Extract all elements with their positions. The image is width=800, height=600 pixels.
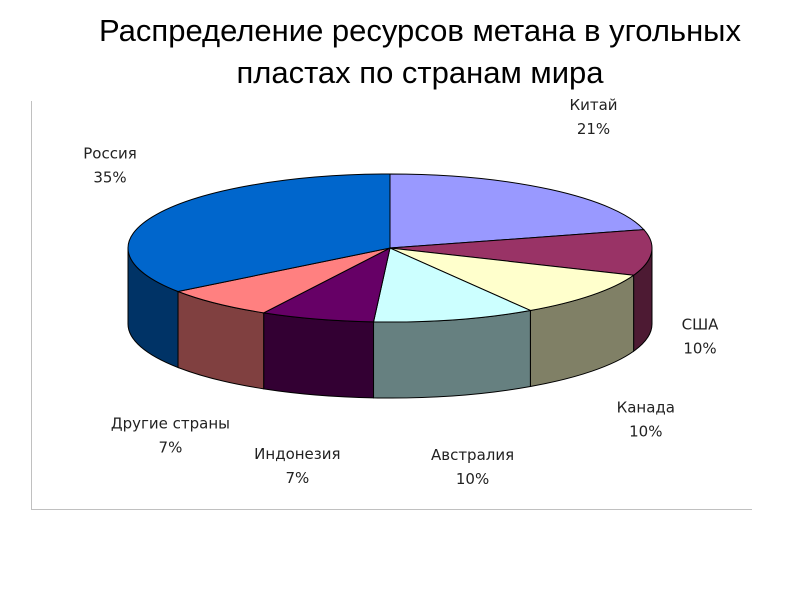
- pie-sides: [127, 247, 653, 399]
- slice-2-label: США 10%: [682, 316, 720, 358]
- slice-4-side: [373, 309, 531, 399]
- slice-3-top: [389, 247, 635, 311]
- slice-5-top: [262, 247, 391, 323]
- slice-2-name: США: [682, 316, 720, 334]
- chart-plot-area: [31, 101, 752, 510]
- slice-3-name: Канада: [617, 398, 675, 416]
- slice-7-name: Россия: [83, 145, 137, 163]
- slice-3-percent: 10%: [629, 422, 662, 440]
- slice-6-top: [176, 247, 391, 314]
- pie-tops: [127, 173, 653, 323]
- slice-2-percent: 10%: [683, 340, 716, 358]
- slice-1-name: Китай: [569, 96, 617, 114]
- title-line-1: Распределение ресурсов метана в угольных: [99, 13, 741, 48]
- slice-1-top: [389, 173, 645, 249]
- slice-2-top: [389, 229, 653, 276]
- slice-6-label: Другие страны 7%: [111, 415, 230, 457]
- slice-5-name: Индонезия: [254, 445, 340, 463]
- slice-4-label: Австралия 10%: [431, 446, 514, 488]
- slice-7-percent: 35%: [93, 169, 126, 187]
- slice-4-percent: 10%: [456, 470, 489, 488]
- slice-5-side: [263, 312, 375, 399]
- pie-labels: Китай 21% США 10% Канада 10% Австралия 10% Индон…: [83, 96, 719, 488]
- slice-5-label: Индонезия 7%: [254, 445, 340, 487]
- slice-3-label: Канада 10%: [617, 398, 675, 440]
- page-title: Распределение ресурсов метана в угольных…: [20, 10, 800, 94]
- slice-7-top: [127, 173, 391, 293]
- slice-4-name: Австралия: [431, 446, 514, 464]
- slice-1-percent: 21%: [577, 120, 610, 138]
- slice-7-label: Россия 35%: [83, 145, 137, 187]
- slice-5-percent: 7%: [285, 469, 309, 487]
- slice-6-name: Другие страны: [111, 415, 230, 433]
- title-line-2: пластах по странам мира: [236, 55, 604, 90]
- slice-1-label: Китай 21%: [569, 96, 617, 138]
- slice-6-percent: 7%: [159, 439, 183, 457]
- slice-4-top: [372, 247, 533, 323]
